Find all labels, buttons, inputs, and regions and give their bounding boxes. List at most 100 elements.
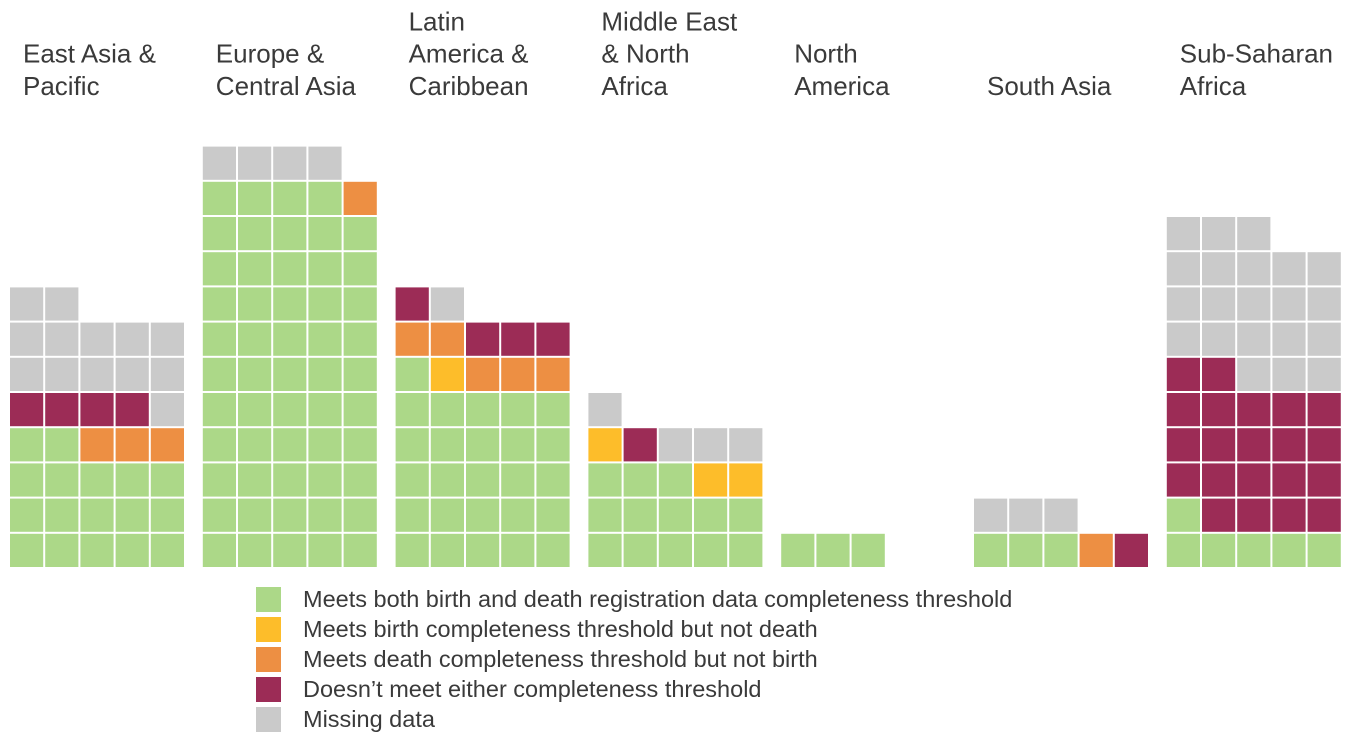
cell-neither	[1202, 498, 1236, 532]
waffle-chart: East Asia & Pacific Europe & Central Asia La…	[10, 6, 1341, 567]
region-label-line: Africa	[1180, 71, 1247, 101]
cell-neither	[1272, 428, 1306, 462]
cell-both	[45, 463, 79, 497]
cell-both	[1044, 533, 1078, 567]
cell-neither	[1166, 463, 1200, 497]
legend-swatch	[256, 586, 281, 612]
cell-both	[308, 287, 342, 321]
cell-both	[273, 393, 307, 427]
cell-both	[273, 322, 307, 356]
cell-both	[430, 393, 464, 427]
cell-both	[238, 393, 272, 427]
cell-both	[238, 217, 272, 251]
cell-death	[466, 357, 500, 391]
cell-both	[343, 393, 377, 427]
cell-both	[80, 498, 114, 532]
cell-birth	[430, 357, 464, 391]
cell-both	[45, 498, 79, 532]
cell-missing	[1272, 357, 1306, 391]
cell-neither	[1272, 463, 1306, 497]
cell-missing	[588, 393, 622, 427]
cell-both	[273, 181, 307, 215]
cell-missing	[80, 322, 114, 356]
cell-both	[1166, 498, 1200, 532]
cell-missing	[729, 428, 763, 462]
cell-missing	[1202, 252, 1236, 286]
cell-missing	[1202, 287, 1236, 321]
cell-both	[430, 428, 464, 462]
cell-missing	[430, 287, 464, 321]
cell-both	[536, 498, 570, 532]
cell-missing	[974, 498, 1008, 532]
cell-missing	[1272, 322, 1306, 356]
region-label: Middle East & North Africa	[601, 6, 738, 101]
cell-both	[343, 463, 377, 497]
cell-both	[238, 357, 272, 391]
cell-missing	[115, 322, 149, 356]
cell-death	[115, 428, 149, 462]
cell-both	[10, 498, 44, 532]
region-label: Latin America & Caribbean	[409, 6, 529, 101]
cell-both	[501, 428, 535, 462]
cell-death	[343, 181, 377, 215]
cell-both	[238, 252, 272, 286]
cell-both	[202, 498, 236, 532]
cell-both	[308, 393, 342, 427]
cell-both	[238, 533, 272, 567]
region-label-line: Sub-Saharan	[1180, 39, 1333, 69]
cell-neither	[623, 428, 657, 462]
cell-neither	[1114, 533, 1148, 567]
cell-both	[308, 463, 342, 497]
cell-missing	[45, 322, 79, 356]
cell-neither	[1307, 393, 1341, 427]
cell-both	[974, 533, 1008, 567]
cell-missing	[1307, 252, 1341, 286]
cell-neither	[1202, 428, 1236, 462]
region-label-line: & North	[601, 39, 689, 69]
cell-missing	[1166, 322, 1200, 356]
cell-both	[202, 357, 236, 391]
cell-missing	[1237, 322, 1271, 356]
cell-neither	[466, 322, 500, 356]
cell-neither	[1237, 463, 1271, 497]
cell-both	[202, 393, 236, 427]
cell-both	[536, 463, 570, 497]
cell-both	[658, 463, 692, 497]
cell-neither	[1237, 498, 1271, 532]
cell-neither	[10, 393, 44, 427]
cell-neither	[1272, 393, 1306, 427]
cell-missing	[10, 357, 44, 391]
cell-neither	[1237, 393, 1271, 427]
cell-death	[501, 357, 535, 391]
cell-missing	[694, 428, 728, 462]
cell-both	[1202, 533, 1236, 567]
cell-both	[202, 428, 236, 462]
cell-both	[623, 533, 657, 567]
cell-both	[1237, 533, 1271, 567]
cell-both	[273, 463, 307, 497]
cell-missing	[1202, 217, 1236, 251]
cell-missing	[308, 146, 342, 180]
cell-both	[395, 463, 429, 497]
cell-both	[1166, 533, 1200, 567]
cell-both	[45, 533, 79, 567]
cell-missing	[45, 357, 79, 391]
legend-label: Doesn’t meet either completeness thresho…	[303, 676, 762, 703]
cell-missing	[658, 428, 692, 462]
cell-both	[10, 533, 44, 567]
cell-missing	[1237, 252, 1271, 286]
cell-missing	[1307, 287, 1341, 321]
cell-both	[343, 357, 377, 391]
cell-both	[150, 533, 184, 567]
cell-both	[115, 533, 149, 567]
cell-missing	[10, 322, 44, 356]
cell-both	[588, 463, 622, 497]
region-label: North America	[794, 39, 890, 101]
region-label-line: America &	[409, 39, 529, 69]
cell-both	[694, 533, 728, 567]
region-label: Sub-Saharan Africa	[1180, 39, 1333, 101]
region-label-line: Europe &	[216, 39, 324, 69]
cell-both	[238, 463, 272, 497]
cell-both	[273, 357, 307, 391]
region-middle-east-and-north-africa: Middle East & North Africa	[588, 6, 763, 567]
